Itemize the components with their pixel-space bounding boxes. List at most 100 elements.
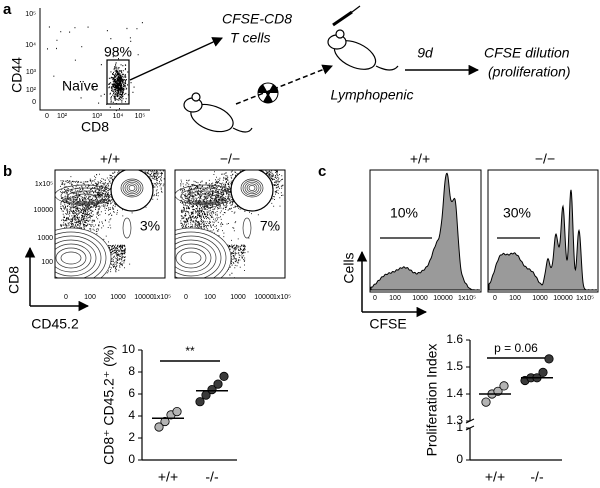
contour xyxy=(175,239,217,277)
x-tick-label: 0 xyxy=(493,295,497,302)
contour xyxy=(240,178,264,198)
readout-label: (proliferation) xyxy=(488,64,570,80)
genotype-label: +/+ xyxy=(100,151,120,167)
data-point xyxy=(219,371,229,381)
y-tick-label: 6 xyxy=(128,386,135,400)
gate xyxy=(106,59,130,105)
contour xyxy=(175,247,207,269)
gate-label: Naïve xyxy=(62,78,99,94)
x-tick-label: 10² xyxy=(57,113,68,120)
genotype-label: +/+ xyxy=(410,151,430,167)
x-tick-label: 10000 xyxy=(433,295,453,302)
y-axis-label: Proliferation Index xyxy=(424,344,440,457)
x-tick-label: 100 xyxy=(84,294,96,301)
x-tick-label: 1x10⁵ xyxy=(273,294,291,301)
plot-frame xyxy=(174,169,286,279)
significance-label: ** xyxy=(185,344,195,358)
contour xyxy=(244,181,260,195)
time-label: 9d xyxy=(417,45,434,61)
histogram xyxy=(488,189,598,291)
contour xyxy=(124,181,140,195)
contour xyxy=(180,187,230,205)
plot-frame xyxy=(487,169,599,293)
y-tick-label: 0 xyxy=(128,452,135,466)
contour xyxy=(246,183,258,193)
contour xyxy=(66,190,104,204)
data-point xyxy=(499,381,509,391)
contour xyxy=(126,183,138,193)
contour xyxy=(180,251,202,265)
y-axis-label: CD8 xyxy=(6,266,22,294)
data-point xyxy=(538,367,548,377)
x-tick-label: 10³ xyxy=(92,113,103,120)
y-tick-label: 1.6 xyxy=(446,332,463,346)
contour xyxy=(175,227,232,278)
x-tick-label: 1000 xyxy=(230,294,246,301)
plot-frame xyxy=(54,169,166,279)
contour xyxy=(175,231,227,278)
x-tick-label: 100 xyxy=(389,295,401,302)
x-tick-label: 10000 xyxy=(553,295,573,302)
contour xyxy=(175,243,212,273)
histograms xyxy=(370,172,598,291)
data-point xyxy=(213,379,223,389)
data-point xyxy=(544,354,554,364)
arrow xyxy=(235,64,333,105)
genotype-label: −/− xyxy=(535,151,555,167)
y-tick-label: 8 xyxy=(128,364,135,378)
host-label: Lymphopenic xyxy=(330,87,413,103)
y-tick-label: 1.5 xyxy=(446,359,463,373)
x-tick-label: 100 xyxy=(509,295,521,302)
y-tick-label: 10⁵ xyxy=(25,11,36,18)
contour xyxy=(248,185,256,191)
gate-percent: 10% xyxy=(390,205,418,221)
data-point xyxy=(172,406,182,417)
panel-label: b xyxy=(3,163,12,180)
y-tick-label: 10000 xyxy=(34,207,54,214)
arrow xyxy=(129,37,223,81)
x-tick-label: 10⁴ xyxy=(113,113,124,120)
y-tick-label: 10² xyxy=(26,87,37,94)
y-tick-label: 1.3 xyxy=(446,413,463,427)
contour xyxy=(122,217,132,239)
y-tick-label: 100 xyxy=(41,259,53,266)
gate-percent: 98% xyxy=(104,44,132,60)
x-tick-label: 1x10⁵ xyxy=(153,294,171,301)
contour xyxy=(128,185,136,191)
x-tick-label: 1x10⁵ xyxy=(458,295,476,302)
cells-label: T cells xyxy=(230,30,270,46)
x-tick-label: 0 xyxy=(45,113,49,120)
y-tick-label: 1.4 xyxy=(446,386,463,400)
y-tick-label: 0 xyxy=(456,452,463,466)
gate-percent: 7% xyxy=(260,218,280,234)
x-axis-label: CFSE xyxy=(369,316,406,332)
data-point xyxy=(154,422,164,432)
contour xyxy=(60,187,110,205)
x-tick-label: 10000 xyxy=(134,294,154,301)
x-tick-label: 0 xyxy=(184,294,188,301)
mouse-icon xyxy=(327,5,399,71)
cells-label: CFSE-CD8 xyxy=(222,11,292,27)
radiation-icon xyxy=(257,82,279,104)
y-tick-label: 0 xyxy=(32,99,36,106)
y-tick-label: 2 xyxy=(128,430,135,444)
y-tick-label: 10³ xyxy=(26,69,37,76)
events xyxy=(47,22,143,112)
x-tick-label: 1000 xyxy=(110,294,126,301)
x-tick-label: 1x10⁵ xyxy=(576,295,594,302)
significance-label: p = 0.06 xyxy=(494,341,538,355)
y-tick-label: 1x10⁵ xyxy=(35,181,53,188)
contour xyxy=(72,193,98,203)
contour xyxy=(186,190,224,204)
y-axis-label: Cells xyxy=(341,252,357,283)
panel-label: c xyxy=(318,163,326,180)
histogram xyxy=(370,172,480,291)
x-tick-label: 0 xyxy=(373,295,377,302)
gate-percent: 3% xyxy=(140,218,160,234)
genotype-label: −/− xyxy=(220,151,240,167)
data-point xyxy=(207,384,217,395)
events xyxy=(47,22,143,112)
plot-frame xyxy=(369,169,482,293)
gate-percent: 30% xyxy=(503,205,531,221)
